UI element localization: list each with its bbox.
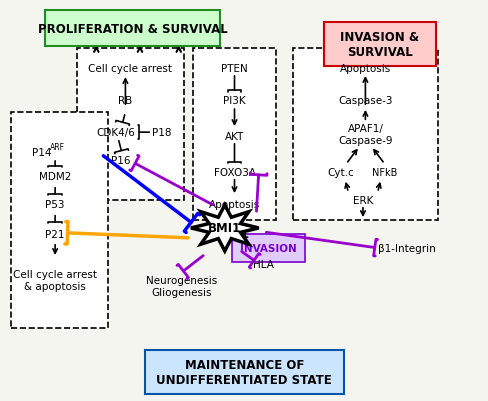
Text: AKT: AKT — [225, 132, 244, 142]
Text: Apoptosis: Apoptosis — [209, 199, 260, 209]
Text: ARF: ARF — [50, 142, 65, 151]
FancyBboxPatch shape — [12, 113, 108, 328]
FancyBboxPatch shape — [77, 49, 183, 200]
Text: FOXO3A: FOXO3A — [214, 168, 256, 178]
Text: P53: P53 — [45, 199, 65, 209]
FancyBboxPatch shape — [145, 350, 344, 394]
Text: PTEN: PTEN — [221, 64, 248, 74]
Text: P16: P16 — [111, 156, 130, 166]
Text: Neurogenesis
Gliogenesis: Neurogenesis Gliogenesis — [145, 275, 217, 297]
FancyBboxPatch shape — [193, 49, 276, 221]
Text: BMI1: BMI1 — [215, 228, 250, 241]
FancyBboxPatch shape — [293, 49, 438, 221]
FancyBboxPatch shape — [45, 11, 220, 47]
Text: HLA: HLA — [253, 259, 274, 269]
Text: INVASION &
SURVIVAL: INVASION & SURVIVAL — [341, 31, 420, 59]
Text: ERK: ERK — [353, 196, 373, 205]
Text: Apoptosis: Apoptosis — [340, 64, 391, 74]
FancyBboxPatch shape — [232, 234, 305, 262]
Text: Cell cycle arrest
& apoptosis: Cell cycle arrest & apoptosis — [13, 269, 97, 291]
Text: Cyt.c: Cyt.c — [328, 168, 355, 178]
Text: MAINTENANCE OF
UNDIFFERENTIATED STATE: MAINTENANCE OF UNDIFFERENTIATED STATE — [156, 358, 332, 386]
Text: APAF1/
Caspase-9: APAF1/ Caspase-9 — [338, 124, 393, 146]
Text: CDK4/6: CDK4/6 — [96, 128, 135, 138]
Text: BMI1: BMI1 — [208, 222, 242, 235]
Text: MDM2: MDM2 — [39, 172, 71, 182]
Text: β1-Integrin: β1-Integrin — [378, 243, 435, 253]
Text: PROLIFERATION & SURVIVAL: PROLIFERATION & SURVIVAL — [38, 23, 227, 36]
Polygon shape — [191, 205, 259, 251]
Text: P14: P14 — [32, 148, 51, 158]
Text: PI3K: PI3K — [223, 96, 246, 106]
FancyBboxPatch shape — [324, 23, 436, 67]
Text: NFkB: NFkB — [372, 168, 398, 178]
Text: Caspase-3: Caspase-3 — [338, 96, 393, 106]
Text: Cell cycle arrest: Cell cycle arrest — [88, 64, 172, 74]
Text: INVASION: INVASION — [240, 243, 297, 253]
Text: P18: P18 — [152, 128, 171, 138]
Text: P21: P21 — [45, 229, 65, 239]
Text: RB: RB — [118, 96, 133, 106]
